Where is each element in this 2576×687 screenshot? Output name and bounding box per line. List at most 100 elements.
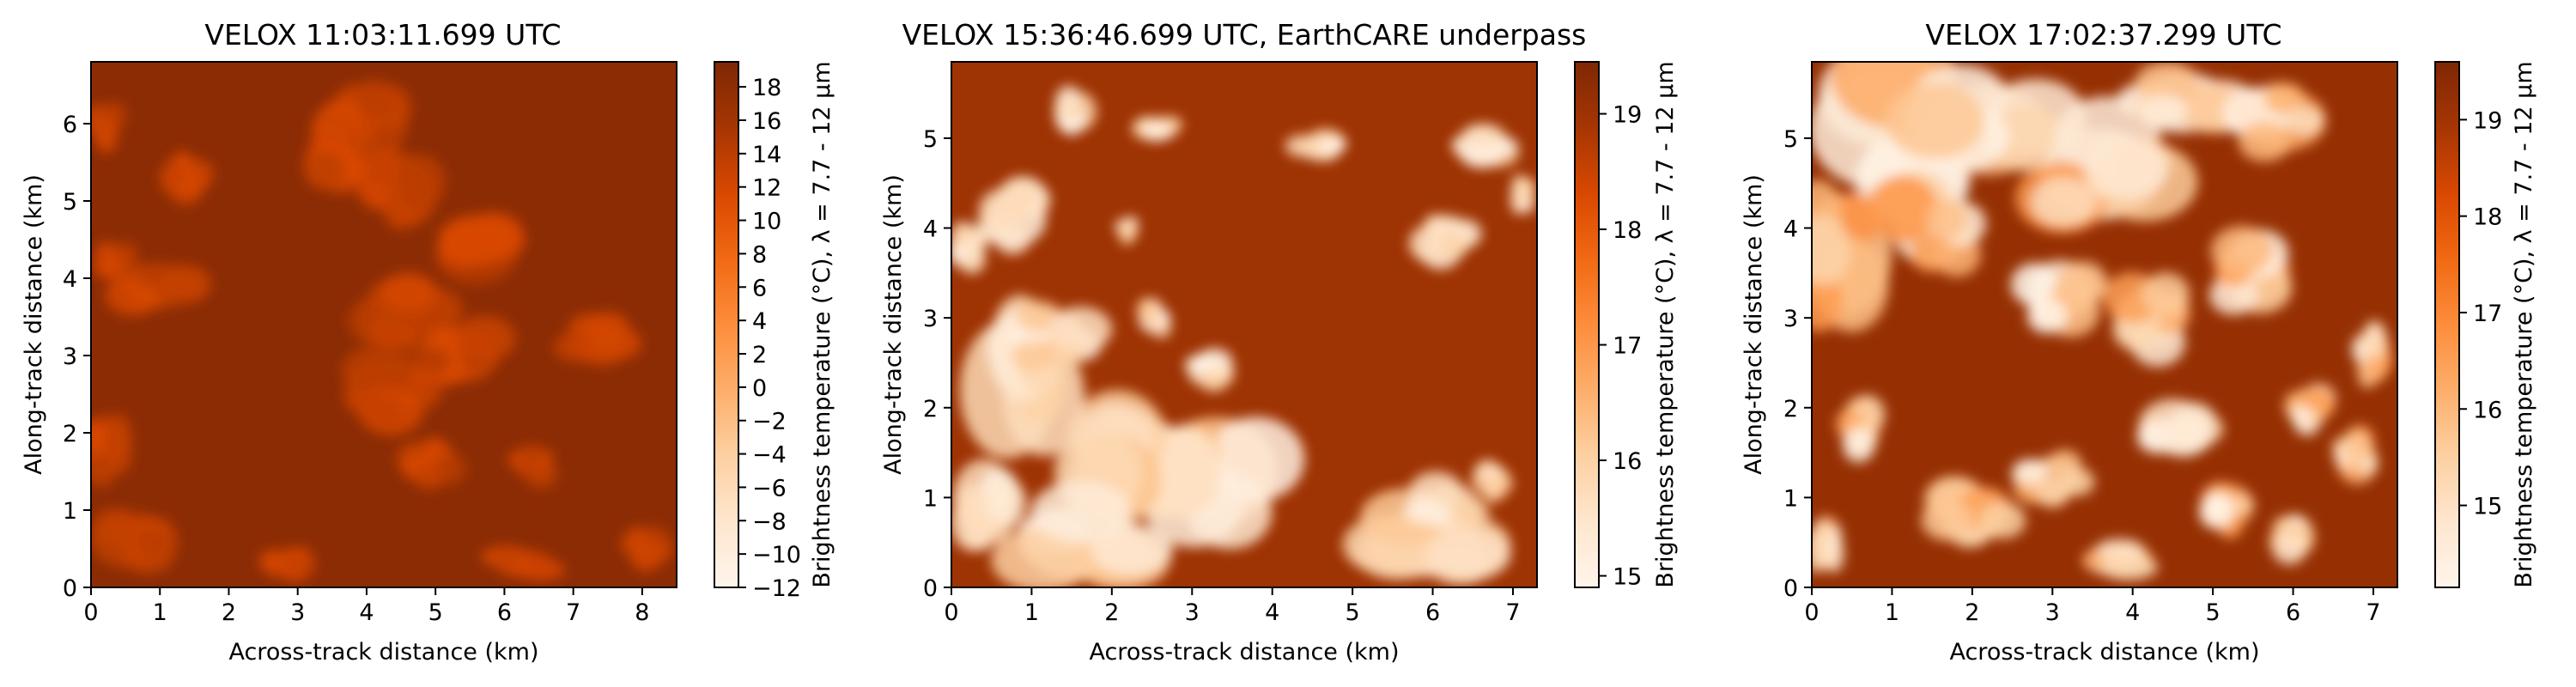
colorbar-tick-label: 12 (752, 175, 781, 202)
y-tick-label: 1 (923, 485, 938, 512)
panel-3: VELOX 17:02:37.299 UTC 0 1 2 3 4 5 6 7 0 1 2 3 4 5 A… (1741, 18, 2537, 666)
y-tick-label: 1 (63, 498, 77, 525)
chart-1-cloud-8 (157, 264, 212, 303)
chart-3-cloud-10 (2263, 82, 2306, 114)
x-tick-label: 4 (1265, 599, 1279, 626)
colorbar-tick-label: −10 (752, 542, 801, 568)
x-tick-label: 1 (1885, 599, 1899, 626)
y-tick-label: 0 (1783, 575, 1798, 602)
chart-2-cloud-8 (969, 226, 990, 249)
chart-1-cloud-6 (412, 345, 451, 375)
chart-2-cloud-13 (1467, 126, 1494, 143)
chart-1-cloud-18 (493, 551, 523, 565)
chart-1-colorbar-ticks: −12 −10 −8 −6 −4 −2 0 2 4 6 8 10 12 14 16 18 (738, 75, 801, 602)
chart-3-cloud-9 (2210, 226, 2273, 277)
chart-2-cloud-18 (1190, 353, 1217, 373)
chart-3-colorbar (2434, 61, 2460, 588)
y-tick-label: 3 (923, 306, 938, 332)
chart-2-x-axis-label: Across-track distance (km) (1089, 639, 1399, 666)
chart-2-title: VELOX 15:36:46.699 UTC, EarthCARE underp… (902, 18, 1587, 52)
chart-1-cloud-16 (519, 447, 543, 467)
y-tick-label: 4 (923, 216, 938, 243)
chart-1-plot-frame (90, 61, 677, 588)
chart-1-cloud-14 (415, 466, 443, 490)
colorbar-tick-label: 19 (2473, 107, 2502, 134)
y-tick-label: 4 (1783, 216, 1798, 243)
colorbar-tick-label: 16 (2473, 397, 2502, 423)
chart-1-cloud-10 (163, 163, 184, 183)
chart-2-cloud-19 (1482, 482, 1505, 502)
chart-2-cloud-15 (1142, 124, 1173, 142)
chart-3-title: VELOX 17:02:37.299 UTC (1925, 18, 2281, 52)
x-tick-label: 8 (635, 599, 649, 626)
x-tick-label: 5 (2206, 599, 2221, 626)
chart-1-cloud-13 (106, 426, 132, 476)
y-tick-label: 4 (63, 266, 77, 293)
chart-2-cloud-5 (1049, 307, 1113, 352)
chart-3-cloud-15 (2231, 493, 2255, 516)
chart-3-cloud-11 (2154, 412, 2211, 457)
colorbar-tick-label: −12 (752, 575, 801, 602)
chart-2-cloud-8 (953, 225, 970, 244)
chart-2-cloud-18 (1200, 370, 1229, 392)
chart-2-cloud-7 (978, 188, 1030, 233)
chart-3-cloud-5 (1866, 175, 1939, 243)
chart-2-cloud-11 (1408, 224, 1451, 263)
colorbar-tick-label: −8 (752, 508, 787, 535)
colorbar-tick-label: 0 (752, 375, 767, 402)
chart-1-colorbar (714, 61, 739, 588)
chart-3-cloud-10 (2284, 106, 2324, 136)
chart-3-cloud-20 (2095, 538, 2144, 561)
x-tick-label: 3 (290, 599, 305, 626)
chart-3-cloud-4 (2083, 136, 2169, 200)
chart-1-y-axis-label: Along-track distance (km) (21, 174, 47, 475)
chart-3-cloud-12 (2015, 460, 2046, 487)
y-tick-label: 3 (1783, 306, 1798, 332)
colorbar-tick-label: 17 (1613, 333, 1642, 360)
chart-1-cloud-15 (584, 312, 629, 343)
chart-2-cloud-1 (1207, 416, 1305, 502)
x-tick-label: 7 (2366, 599, 2380, 626)
colorbar-tick-label: 6 (752, 275, 767, 301)
chart-1-cloud-12 (136, 526, 179, 560)
colorbar-tick-label: 17 (2473, 301, 2502, 327)
chart-3-x-axis-label: Across-track distance (km) (1949, 639, 2259, 666)
chart-2-cloud-16 (1136, 297, 1158, 322)
chart-3-cloud-4 (2030, 177, 2098, 228)
x-tick-label: 7 (1505, 599, 1520, 626)
chart-2-cloud-17 (1114, 220, 1126, 233)
chart-2-y-axis-label: Along-track distance (km) (880, 174, 907, 475)
chart-2-cloud-19 (1488, 465, 1507, 482)
y-tick-label: 0 (63, 575, 77, 602)
chart-1-cloud-7 (359, 395, 402, 426)
chart-3-cloud-7 (2026, 297, 2067, 334)
chart-2-cloud-20 (1516, 177, 1534, 204)
colorbar-tick-label: 15 (2473, 494, 2502, 520)
y-tick-label: 2 (923, 396, 938, 423)
chart-3-cloud-13 (1978, 502, 2026, 539)
colorbar-tick-label: 16 (1613, 448, 1642, 475)
chart-2-cloud-12 (1318, 136, 1346, 155)
chart-2-cloud-5 (1017, 301, 1061, 332)
chart-2-cloud-12 (1285, 134, 1319, 158)
x-tick-label: 2 (1965, 599, 1979, 626)
x-tick-label: 7 (566, 599, 580, 626)
x-tick-label: 2 (1104, 599, 1119, 626)
chart-1-title: VELOX 11:03:11.699 UTC (204, 18, 561, 52)
chart-2-colorbar-label: Brightness temperature (°C), λ = 7.7 - 1… (1652, 61, 1679, 587)
x-tick-label: 5 (1346, 599, 1360, 626)
chart-1-cloud-3 (397, 155, 446, 210)
chart-3-cloud-2 (1812, 215, 1851, 286)
colorbar-tick-label: 18 (1613, 217, 1642, 244)
chart-3-cloud-9 (2208, 275, 2258, 315)
chart-1-cloud-14 (422, 438, 450, 461)
x-tick-label: 5 (428, 599, 443, 626)
colorbar-tick-label: −6 (752, 475, 787, 502)
chart-3-cloud-12 (2061, 467, 2095, 496)
x-tick-label: 4 (359, 599, 374, 626)
chart-1-colorbar-label: Brightness temperature (°C), λ = 7.7 - 1… (809, 61, 835, 587)
chart-3-cloud-8 (2141, 272, 2190, 316)
chart-2-cloud-6 (955, 483, 988, 525)
colorbar-tick-label: 15 (1613, 564, 1642, 591)
